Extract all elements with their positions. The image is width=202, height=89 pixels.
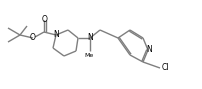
Text: N: N (53, 31, 59, 40)
Text: O: O (42, 15, 48, 23)
Text: Me: Me (84, 53, 93, 58)
Text: N: N (87, 33, 93, 43)
Text: Cl: Cl (160, 63, 168, 73)
Text: O: O (30, 33, 36, 43)
Text: N: N (145, 45, 151, 54)
